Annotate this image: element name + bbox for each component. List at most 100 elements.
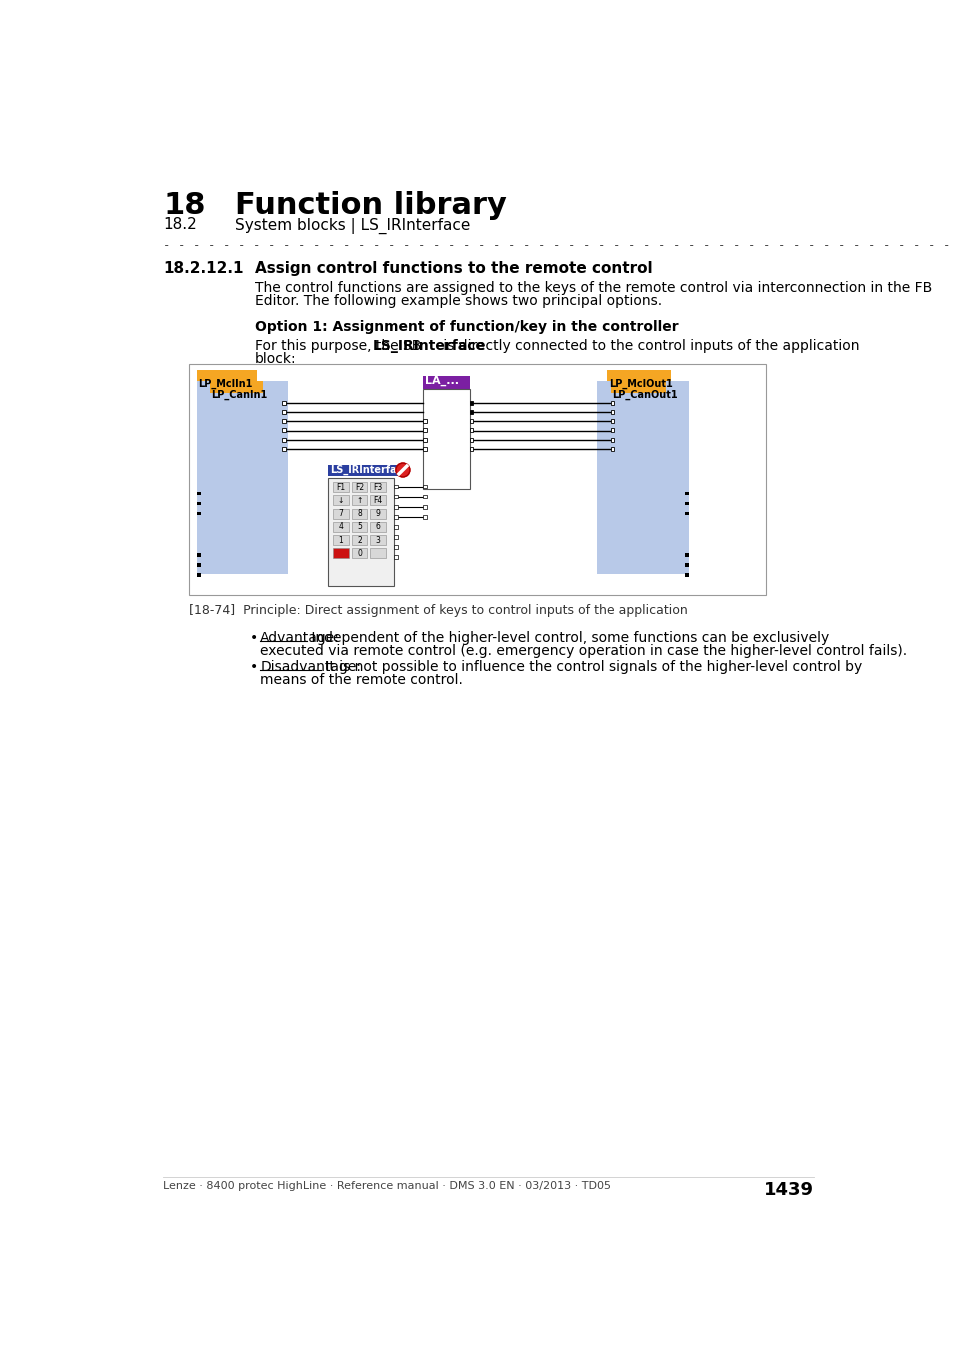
Bar — [610, 437, 614, 441]
Bar — [394, 544, 397, 548]
Bar — [333, 535, 348, 544]
Text: 18.2.12.1: 18.2.12.1 — [163, 261, 244, 275]
Text: System blocks | LS_IRInterface: System blocks | LS_IRInterface — [235, 217, 471, 234]
Bar — [610, 428, 614, 432]
Bar — [684, 502, 688, 505]
Bar — [333, 482, 348, 493]
Bar — [684, 554, 688, 558]
Text: F4: F4 — [373, 497, 382, 505]
Text: ↑: ↑ — [355, 497, 362, 505]
Bar — [282, 428, 286, 432]
Bar — [210, 382, 262, 393]
Text: ↓: ↓ — [337, 497, 344, 505]
Bar — [282, 447, 286, 451]
Bar — [196, 491, 200, 495]
Bar — [422, 377, 469, 389]
Bar — [610, 410, 614, 414]
Bar — [469, 437, 473, 441]
Text: Option 1: Assignment of function/key in the controller: Option 1: Assignment of function/key in … — [254, 320, 678, 333]
Bar — [196, 563, 200, 567]
Bar — [333, 495, 348, 505]
Bar — [196, 382, 288, 574]
Bar — [422, 389, 469, 489]
Bar — [189, 363, 765, 595]
Bar — [610, 447, 614, 451]
Bar — [196, 574, 200, 576]
Text: 1439: 1439 — [763, 1181, 814, 1200]
Bar — [370, 495, 385, 505]
Bar — [469, 428, 473, 432]
Text: F3: F3 — [373, 483, 382, 493]
Bar — [469, 420, 473, 423]
Text: Advantage:: Advantage: — [260, 630, 340, 645]
Bar — [328, 478, 394, 586]
Bar — [684, 563, 688, 567]
Bar — [422, 494, 427, 498]
Bar — [469, 401, 473, 405]
Text: 4: 4 — [338, 522, 343, 532]
Bar — [352, 548, 367, 558]
Bar — [422, 428, 427, 432]
Text: Independent of the higher-level control, some functions can be exclusively: Independent of the higher-level control,… — [307, 630, 828, 645]
Text: LP_McIOut1: LP_McIOut1 — [608, 378, 672, 389]
Text: LS_IRInterface: LS_IRInterface — [373, 339, 485, 354]
Bar — [333, 521, 348, 532]
Bar — [422, 437, 427, 441]
Text: Assign control functions to the remote control: Assign control functions to the remote c… — [254, 261, 652, 275]
Text: Disadvantage:: Disadvantage: — [260, 660, 361, 674]
Bar — [422, 514, 427, 518]
Bar — [469, 447, 473, 451]
Text: Function library: Function library — [235, 192, 507, 220]
Bar — [610, 401, 614, 405]
Bar — [684, 512, 688, 516]
Bar — [394, 514, 397, 518]
Bar — [352, 482, 367, 493]
Bar — [196, 502, 200, 505]
Text: 8: 8 — [356, 509, 361, 518]
Text: LP_CanOut1: LP_CanOut1 — [612, 390, 677, 400]
Bar — [282, 401, 286, 405]
Bar — [394, 494, 397, 498]
Text: For this purpose, the SB: For this purpose, the SB — [254, 339, 425, 354]
Text: LP_CanIn1: LP_CanIn1 — [212, 390, 268, 400]
Bar — [352, 495, 367, 505]
Text: •: • — [249, 630, 257, 645]
Bar — [394, 485, 397, 489]
Bar — [282, 437, 286, 441]
Bar — [422, 447, 427, 451]
Bar — [684, 574, 688, 576]
Bar — [196, 554, 200, 558]
Bar — [607, 370, 670, 382]
Bar — [282, 410, 286, 414]
Bar — [282, 420, 286, 423]
Bar — [394, 555, 397, 559]
Text: It is not possible to influence the control signals of the higher-level control : It is not possible to influence the cont… — [321, 660, 862, 674]
Bar — [370, 548, 385, 558]
Text: The control functions are assigned to the keys of the remote control via interco: The control functions are assigned to th… — [254, 281, 931, 296]
Text: - - - - - - - - - - - - - - - - - - - - - - - - - - - - - - - - - - - - - - - - : - - - - - - - - - - - - - - - - - - - - … — [163, 239, 953, 252]
Bar — [370, 535, 385, 544]
Text: LS_IRInterface: LS_IRInterface — [330, 464, 409, 475]
Bar — [210, 393, 282, 563]
Circle shape — [395, 463, 410, 477]
Bar — [422, 505, 427, 509]
Bar — [370, 509, 385, 518]
Text: is directly connected to the control inputs of the application: is directly connected to the control inp… — [438, 339, 859, 354]
Bar — [610, 382, 666, 393]
Text: 18: 18 — [163, 192, 206, 220]
Bar — [394, 505, 397, 509]
Bar — [469, 410, 473, 414]
Text: 9: 9 — [375, 509, 380, 518]
Text: F1: F1 — [336, 483, 345, 493]
Bar — [333, 509, 348, 518]
Bar — [196, 370, 257, 382]
Bar — [610, 420, 614, 423]
Text: 0: 0 — [356, 548, 361, 558]
Bar — [684, 491, 688, 495]
Text: 2: 2 — [356, 536, 361, 544]
Text: Lenze · 8400 protec HighLine · Reference manual · DMS 3.0 EN · 03/2013 · TD05: Lenze · 8400 protec HighLine · Reference… — [163, 1181, 611, 1192]
Text: Editor. The following example shows two principal options.: Editor. The following example shows two … — [254, 294, 661, 308]
Text: 1: 1 — [338, 536, 343, 544]
Bar — [597, 382, 688, 574]
Text: 3: 3 — [375, 536, 380, 544]
